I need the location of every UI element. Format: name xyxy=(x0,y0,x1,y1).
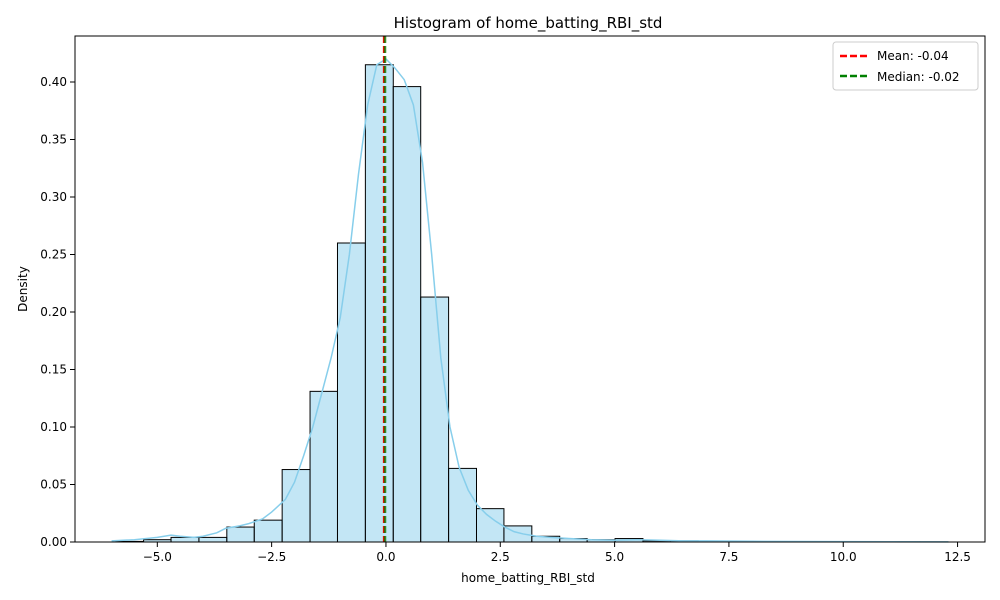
x-tick-label: 5.0 xyxy=(605,550,624,564)
y-tick-label: 0.35 xyxy=(40,133,67,147)
histogram-bars xyxy=(115,64,949,543)
y-tick-label: 0.10 xyxy=(40,420,67,434)
histogram-bar xyxy=(198,536,228,543)
y-tick-label: 0.20 xyxy=(40,305,67,319)
x-axis-label: home_batting_RBI_std xyxy=(461,571,595,585)
histogram-bar xyxy=(226,526,255,543)
histogram-bar xyxy=(336,242,366,543)
histogram-bar xyxy=(281,469,311,543)
x-tick-label: 0.0 xyxy=(376,550,395,564)
legend: Mean: -0.04 Median: -0.02 xyxy=(832,41,979,91)
y-tick-label: 0.40 xyxy=(40,75,67,89)
y-axis-ticks: 0.00 0.05 0.10 0.15 0.20 0.25 0.30 0.35 0.40 xyxy=(40,75,75,549)
legend-median-label: Median: -0.02 xyxy=(877,70,960,84)
x-axis-ticks: −5.0 −2.5 0.0 2.5 5.0 7.5 10.0 12.5 xyxy=(143,542,971,564)
plot-area-frame xyxy=(74,35,986,543)
x-tick-label: 12.5 xyxy=(944,550,971,564)
stat-lines xyxy=(382,36,387,542)
chart-title: Histogram of home_batting_RBI_std xyxy=(394,14,663,33)
y-tick-label: 0.30 xyxy=(40,190,67,204)
legend-frame xyxy=(832,41,979,91)
histogram-bar xyxy=(170,536,200,543)
histogram-bar xyxy=(253,519,283,543)
y-tick-label: 0.15 xyxy=(40,363,67,377)
histogram-bar xyxy=(309,390,338,543)
x-tick-label: −2.5 xyxy=(257,550,286,564)
x-tick-label: 2.5 xyxy=(491,550,510,564)
y-tick-label: 0.00 xyxy=(40,535,67,549)
legend-mean-label: Mean: -0.04 xyxy=(877,49,949,63)
y-tick-label: 0.25 xyxy=(40,248,67,262)
y-axis-label: Density xyxy=(16,266,30,312)
histogram-bar xyxy=(475,508,505,543)
kde-curve xyxy=(111,58,949,543)
y-tick-label: 0.05 xyxy=(40,478,67,492)
histogram-bar xyxy=(392,86,422,543)
histogram-bar xyxy=(420,296,450,543)
histogram-bar xyxy=(364,64,394,543)
x-tick-label: 10.0 xyxy=(830,550,857,564)
x-tick-label: 7.5 xyxy=(719,550,738,564)
x-tick-label: −5.0 xyxy=(143,550,172,564)
histogram-bar xyxy=(448,467,477,543)
